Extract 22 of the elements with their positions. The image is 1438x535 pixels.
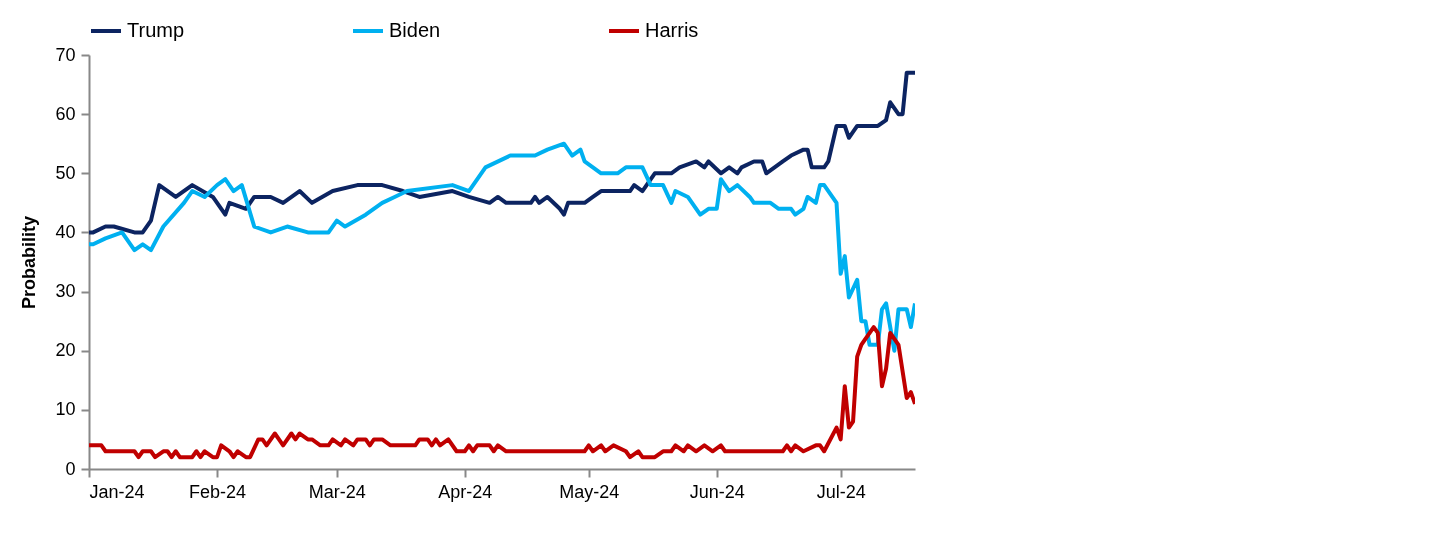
line-series [89,141,915,353]
x-tick-label: May-24 [559,481,620,502]
x-tick-label: Apr-24 [438,481,493,502]
x-tick-label: Jan-24 [89,481,145,502]
y-tick-label: 70 [55,44,76,65]
y-tick-label: 40 [55,221,76,242]
y-tick-label: 20 [55,340,76,361]
y-tick-label: 0 [65,458,76,479]
legend-label: Biden [389,19,441,41]
legend-label: Harris [645,19,699,41]
x-tick-label: Jul-24 [816,481,866,502]
x-tick-label: Feb-24 [189,481,247,502]
y-axis-title: Probability [19,215,40,310]
line-series [89,325,915,460]
line-series [89,70,915,235]
y-tick-label: 30 [55,281,76,302]
x-tick-label: Jun-24 [689,481,745,502]
legend-label: Trump [127,19,185,41]
x-tick-label: Mar-24 [308,481,366,502]
y-tick-label: 10 [55,399,76,420]
y-tick-label: 50 [55,162,76,183]
y-tick-label: 60 [55,103,76,124]
